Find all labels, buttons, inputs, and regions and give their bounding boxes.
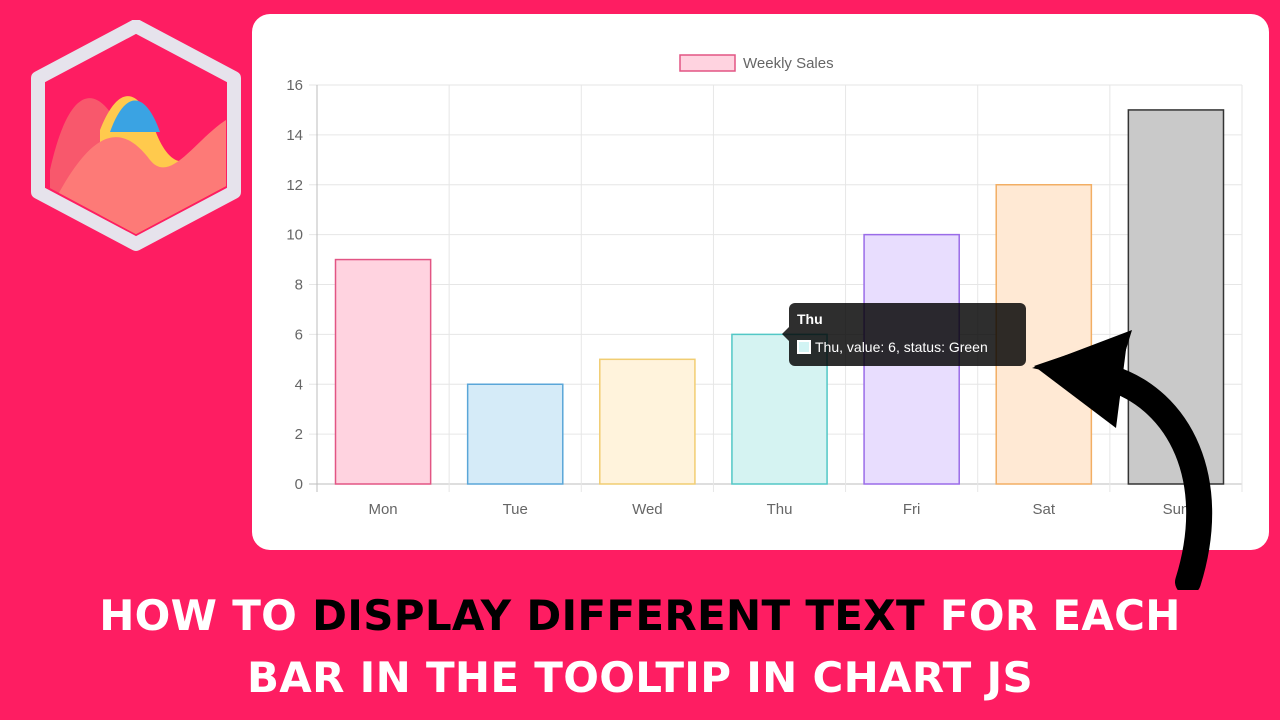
x-tick-label: Tue	[503, 501, 528, 518]
x-tick-label: Sat	[1033, 501, 1056, 518]
tooltip-caret	[782, 327, 789, 341]
y-axis: 0 2 4 6 8 10 12 14 16	[286, 77, 303, 493]
x-tick-label: Sun	[1163, 501, 1190, 518]
y-tick-label: 4	[295, 376, 303, 393]
headline-line-2: BAR IN THE TOOLTIP IN CHART JS	[246, 653, 1034, 702]
headline-line-1: HOW TO DISPLAY DIFFERENT TEXT FOR EACH	[0, 585, 1280, 647]
tooltip-color-swatch	[797, 340, 811, 354]
chart-legend[interactable]: Weekly Sales	[679, 54, 834, 72]
y-tick-label: 0	[295, 476, 303, 493]
curved-arrow-icon	[1032, 330, 1213, 590]
tooltip-body: Thu, value: 6, status: Green	[815, 339, 988, 355]
x-axis: Mon Tue Wed Thu Fri Sat Sun	[368, 501, 1189, 518]
legend-label: Weekly Sales	[743, 55, 834, 72]
bar-wed[interactable]	[599, 358, 696, 485]
headline-text-1: HOW TO	[99, 591, 313, 640]
chart-card: Weekly Sales 0 2 4 6 8 10 12 14 16 Mon Tue Wed Thu F…	[252, 14, 1269, 550]
y-tick-label: 10	[286, 227, 303, 244]
x-tick-label: Thu	[767, 501, 793, 518]
legend-swatch	[679, 54, 736, 72]
headline: HOW TO DISPLAY DIFFERENT TEXT FOR EACH B…	[0, 585, 1280, 709]
y-tick-label: 14	[286, 127, 303, 144]
x-tick-label: Fri	[903, 501, 921, 518]
x-tick-label: Mon	[368, 501, 397, 518]
y-tick-label: 2	[295, 426, 303, 443]
tooltip-title: Thu	[797, 311, 823, 327]
bar-tue[interactable]	[466, 383, 564, 485]
y-tick-label: 12	[286, 177, 303, 194]
y-tick-label: 6	[295, 326, 303, 343]
headline-highlight: DISPLAY DIFFERENT TEXT	[312, 591, 925, 640]
x-tick-label: Wed	[632, 501, 663, 518]
bar-mon[interactable]	[334, 258, 432, 485]
chartjs-logo-icon	[30, 19, 242, 252]
tooltip: Thu Thu, value: 6, status: Green	[782, 303, 1026, 366]
headline-text-2: FOR EACH	[924, 591, 1181, 640]
y-tick-label: 16	[286, 77, 303, 94]
y-tick-label: 8	[295, 277, 303, 294]
